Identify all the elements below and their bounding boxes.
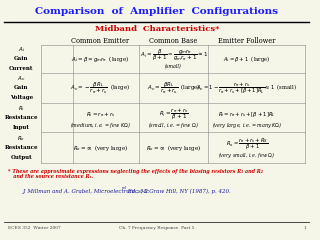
Text: Resistance: Resistance [4,145,38,150]
Text: $A_i$: $A_i$ [18,45,25,54]
Text: * These are approximate expressions neglecting the effects of the biasing resist: * These are approximate expressions negl… [8,169,262,180]
Text: Gain: Gain [14,56,28,61]
Text: Input: Input [13,125,30,130]
Text: (small): (small) [165,64,182,69]
Text: $A_v$: $A_v$ [17,74,26,83]
Text: $R_o$: $R_o$ [17,134,25,143]
Text: Ch. 7 Frequency Response  Part 5: Ch. 7 Frequency Response Part 5 [119,226,195,230]
Text: $A_v = 1 - \dfrac{r_\pi + r_s}{r_\pi + r_s + [\beta+1]R_L} \approx 1$  (small): $A_v = 1 - \dfrac{r_\pi + r_s}{r_\pi + r… [196,80,297,96]
Text: $A_v = -\dfrac{\beta R_L}{r_\pi + r_s}$  (large): $A_v = -\dfrac{\beta R_L}{r_\pi + r_s}$ … [70,80,131,96]
Text: ECES 352  Winter 2007: ECES 352 Winter 2007 [8,226,60,230]
Text: $R_o = \infty$  (very large): $R_o = \infty$ (very large) [73,143,128,153]
Text: (small, i.e. = few $\Omega$): (small, i.e. = few $\Omega$) [148,120,199,130]
Text: $R_i = \dfrac{r_\pi + r_s}{\beta + 1}$: $R_i = \dfrac{r_\pi + r_s}{\beta + 1}$ [159,106,188,122]
Text: Emitter Follower: Emitter Follower [218,37,276,45]
Text: $R_i = r_\pi + r_s + [\beta+1]R_L$: $R_i = r_\pi + r_s + [\beta+1]R_L$ [218,110,276,119]
Text: (medium, i.e. = few $K\Omega$): (medium, i.e. = few $K\Omega$) [70,120,131,130]
Text: Midband  Characteristics*: Midband Characteristics* [95,25,219,33]
Text: 1: 1 [303,226,306,230]
Text: $R_i = r_\pi + r_s$: $R_i = r_\pi + r_s$ [86,110,115,119]
Text: (very small, i.e. few $\Omega$): (very small, i.e. few $\Omega$) [218,150,276,160]
Text: J. Millman and A. Grabel, Microelectronics, 2: J. Millman and A. Grabel, Microelectroni… [23,189,149,194]
Text: Common Base: Common Base [149,37,198,45]
Text: nd: nd [121,186,126,190]
Text: $A_i = \beta = g_m r_\pi$  (large): $A_i = \beta = g_m r_\pi$ (large) [71,54,130,64]
Text: $R_o = \infty$  (very large): $R_o = \infty$ (very large) [146,143,201,153]
Text: Comparison  of  Amplifier  Configurations: Comparison of Amplifier Configurations [36,7,278,16]
Text: Resistance: Resistance [4,115,38,120]
Text: Output: Output [11,155,32,160]
Text: Ed., McGraw Hill, NY (1987), p. 420.: Ed., McGraw Hill, NY (1987), p. 420. [126,189,231,194]
Text: $A_i = \beta + 1$  (large): $A_i = \beta + 1$ (large) [223,54,270,64]
Text: $A_i = \dfrac{\beta}{\beta+1} = \dfrac{g_m r_\pi}{g_m r_\pi+1} \approx 1$: $A_i = \dfrac{\beta}{\beta+1} = \dfrac{g… [140,47,208,63]
Text: Gain: Gain [14,85,28,90]
Text: $A_v = \dfrac{\beta R_L}{r_\pi + r_s}$  (large): $A_v = \dfrac{\beta R_L}{r_\pi + r_s}$ (… [147,80,200,96]
Text: $R_o = \dfrac{r_\pi + r_s + R_S}{\beta+1}$: $R_o = \dfrac{r_\pi + r_s + R_S}{\beta+1… [226,136,268,152]
Text: (very large, i.e. = many $K\Omega$): (very large, i.e. = many $K\Omega$) [212,120,282,130]
Text: Common Emitter: Common Emitter [71,37,130,45]
Text: Current: Current [9,66,34,71]
Text: $R_i$: $R_i$ [18,104,25,113]
Text: Voltage: Voltage [10,95,33,100]
